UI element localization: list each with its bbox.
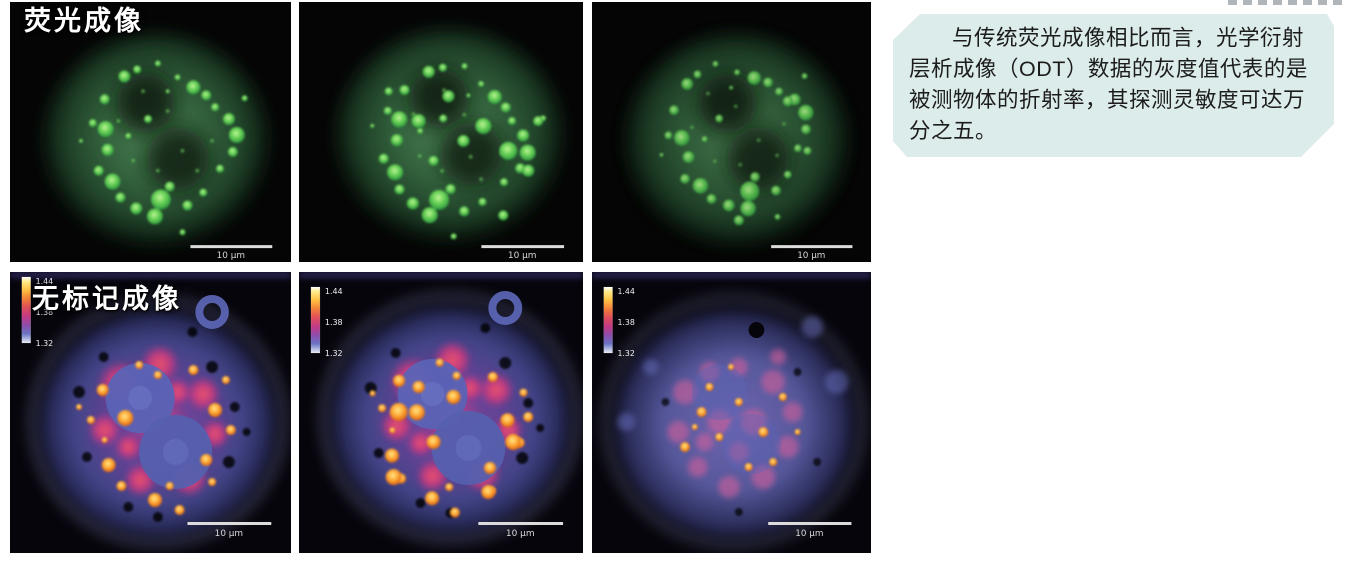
fluorescence-image-1: 10 μm	[10, 2, 273, 261]
scale-bar-label: 10 μm	[795, 529, 823, 539]
scale-bar-label: 10 μm	[215, 529, 243, 539]
colorbar-tick-bottom: 1.32	[325, 349, 343, 358]
top-fringe	[10, 272, 291, 278]
clipped-header-text-fragment	[1228, 0, 1346, 5]
colorbar	[603, 286, 613, 354]
colorbar-tick-mid: 1.38	[617, 318, 634, 327]
scale-bar-label: 10 μm	[217, 251, 245, 261]
fluorescence-panel-1: 10 μm	[10, 2, 291, 262]
odt-panel-3: 1.44 1.38 1.32 10 μm	[592, 272, 871, 553]
cell-body	[605, 298, 863, 546]
callout-text: 与传统荧光成像相比而言，光学衍射层析成像（ODT）数据的灰度值代表的是被测物体的…	[909, 26, 1308, 143]
lipid-droplets	[641, 40, 839, 244]
row-label-fluorescence: 荧光成像	[24, 6, 144, 36]
scale-bar-label: 10 μm	[508, 251, 537, 261]
fluorescence-image-3: 10 μm	[592, 2, 853, 261]
lipid-droplets	[351, 47, 554, 253]
colorbar-tick-bottom: 1.32	[617, 349, 634, 358]
row-label-label-free: 无标记成像	[32, 284, 182, 314]
top-fringe	[592, 272, 871, 278]
scale-bar: 10 μm	[478, 522, 564, 539]
odt-panel-1: 1.44 1.38 1.32 10 μm	[10, 272, 291, 553]
lipid-droplets	[351, 348, 537, 528]
odt-image-2: 1.44 1.38 1.32 10 μm	[299, 272, 583, 553]
colorbar-tick-mid: 1.38	[36, 308, 54, 317]
colorbar-tick-top: 1.44	[325, 287, 343, 296]
cell-body	[332, 25, 567, 247]
colorbar-tick-mid: 1.38	[325, 318, 343, 327]
fluorescence-panel-2: 10 μm	[299, 2, 583, 262]
odt-panel-2: 1.44 1.38 1.32 10 μm	[299, 272, 583, 553]
fluorescence-image-2: 10 μm	[299, 2, 583, 261]
odt-image-3: 1.44 1.38 1.32 10 μm	[592, 272, 871, 553]
scale-bar: 10 μm	[187, 522, 272, 539]
scale-bar: 10 μm	[481, 245, 565, 261]
cell-body	[32, 299, 284, 544]
callout-box: 与传统荧光成像相比而言，光学衍射层析成像（ODT）数据的灰度值代表的是被测物体的…	[893, 14, 1334, 157]
scale-bar-label: 10 μm	[506, 529, 535, 539]
colorbar	[21, 276, 31, 344]
scale-bar: 10 μm	[768, 522, 852, 539]
scale-bar-label: 10 μm	[797, 251, 825, 261]
top-fringe	[299, 272, 583, 278]
colorbar-tick-bottom: 1.32	[36, 339, 54, 348]
scale-bar: 10 μm	[771, 245, 853, 261]
colorbar-tick-top: 1.44	[617, 287, 634, 296]
colorbar-tick-top: 1.44	[36, 277, 54, 286]
cell-body	[323, 295, 578, 540]
scale-bar: 10 μm	[190, 245, 273, 261]
colorbar	[310, 286, 321, 354]
odt-image-1: 1.44 1.38 1.32 10 μm	[10, 272, 291, 553]
fluorescence-panel-3: 10 μm	[592, 2, 871, 262]
